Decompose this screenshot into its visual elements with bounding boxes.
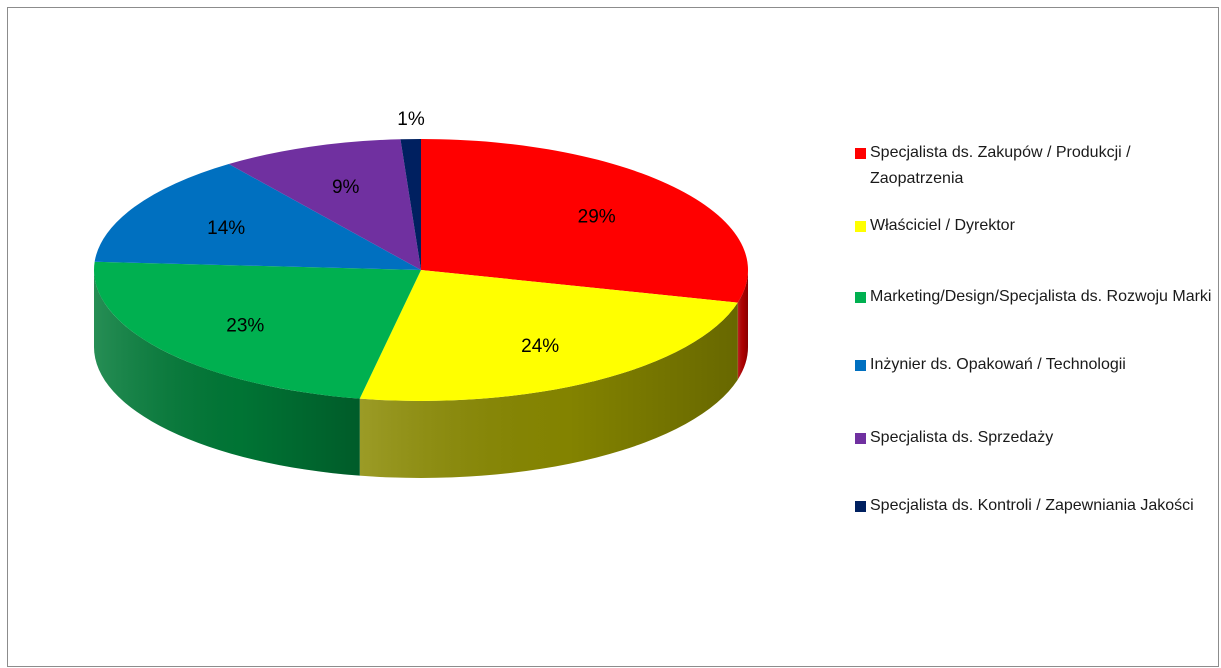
legend-label: Inżynier ds. Opakowań / Technologii: [870, 356, 1126, 373]
pie-slice: [421, 139, 749, 303]
slice-percent-label: 9%: [332, 177, 360, 198]
pie-slice-side-shade: [94, 270, 360, 476]
legend-label: Marketing/Design/Specjalista ds. Rozwoju…: [870, 288, 1212, 305]
pie-slice-side-shade: [737, 270, 748, 380]
pie-sides: [94, 270, 748, 478]
pie-labels: 29% 24% 23% 14% 9% 1%: [207, 109, 616, 357]
slice-percent-label: 23%: [226, 316, 264, 337]
slice-percent-label: 14%: [207, 218, 245, 239]
pie-slice: [228, 139, 421, 270]
legend-item: Specjalista ds. Sprzedaży: [855, 425, 1221, 451]
legend-item: Specjalista ds. Zakupów / Produkcji / Za…: [855, 140, 1221, 192]
legend-label: Specjalista ds. Sprzedaży: [870, 429, 1054, 446]
legend-label: Specjalista ds. Kontroli / Zapewniania J…: [870, 497, 1194, 514]
legend-item: Marketing/Design/Specjalista ds. Rozwoju…: [855, 284, 1221, 310]
legend-swatch: [855, 148, 866, 159]
chart-frame: 29% 24% 23% 14% 9% 1% Specjalista ds. Zakupów…: [7, 7, 1219, 667]
slice-percent-label: 24%: [521, 336, 559, 357]
legend-swatch: [855, 360, 866, 371]
legend-item: Inżynier ds. Opakowań / Technologii: [855, 352, 1221, 378]
legend-label: Specjalista ds. Zakupów / Produkcji / Za…: [870, 144, 1131, 187]
legend-label: Właściciel / Dyrektor: [870, 217, 1015, 234]
pie-slice-side-shade: [359, 302, 738, 478]
pie-slice: [93, 261, 421, 399]
pie-tops: [93, 139, 749, 401]
legend-swatch: [855, 433, 866, 444]
pie-slice: [94, 164, 421, 270]
pie-chart: 29% 24% 23% 14% 9% 1%: [93, 109, 749, 478]
pie-slice: [359, 270, 738, 401]
legend-swatch: [855, 221, 866, 232]
legend-swatch: [855, 292, 866, 303]
slice-percent-label: 29%: [578, 206, 616, 227]
legend-item: Właściciel / Dyrektor: [855, 213, 1221, 239]
slice-percent-label: 1%: [397, 109, 425, 130]
pie-slice: [400, 139, 421, 270]
legend-item: Specjalista ds. Kontroli / Zapewniania J…: [855, 493, 1221, 519]
legend-swatch: [855, 501, 866, 512]
